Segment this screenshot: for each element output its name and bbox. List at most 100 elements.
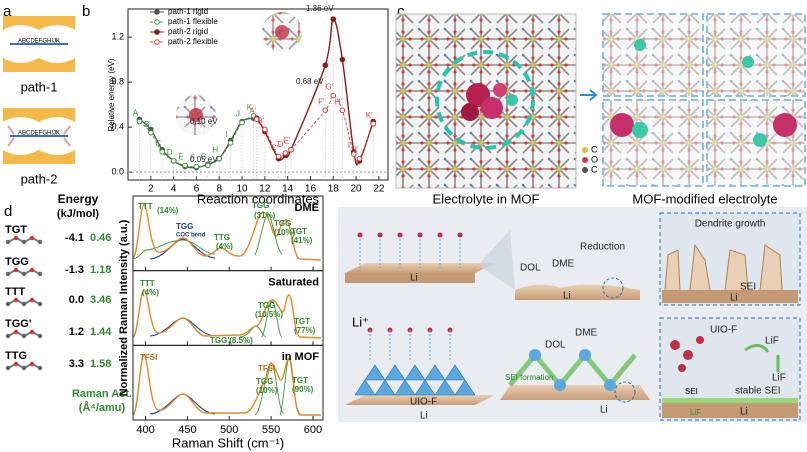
label: Li bbox=[600, 405, 608, 416]
label: LiF bbox=[772, 373, 786, 384]
conformer-name: TGG bbox=[5, 256, 29, 268]
molecule bbox=[5, 267, 43, 277]
point-label: F' bbox=[318, 97, 325, 106]
atom bbox=[5, 239, 11, 245]
data-point bbox=[227, 140, 234, 146]
label: stable SEI bbox=[735, 386, 781, 397]
mof-render bbox=[395, 13, 806, 189]
energy-value: 1.2 bbox=[69, 326, 84, 338]
legend-label: C bbox=[591, 164, 598, 174]
point-label: A' bbox=[249, 106, 256, 115]
atom bbox=[29, 297, 35, 303]
panel-label: d bbox=[4, 203, 12, 220]
label: Li⁺ bbox=[352, 314, 369, 329]
label: Li bbox=[740, 407, 748, 418]
point-label: J bbox=[236, 110, 240, 119]
raman-value: 3.46 bbox=[90, 294, 111, 306]
label: Li bbox=[730, 293, 738, 304]
label: SEI bbox=[685, 387, 698, 396]
plot-frame bbox=[132, 344, 324, 421]
point-label: A bbox=[133, 109, 139, 118]
annotation: (90%) bbox=[292, 385, 314, 394]
legend-label: path-1 flexible bbox=[168, 17, 218, 26]
x-tick-label: 4 bbox=[171, 184, 177, 195]
data-point bbox=[330, 16, 337, 22]
atom bbox=[5, 333, 11, 339]
data-point bbox=[370, 120, 376, 127]
data-point bbox=[254, 116, 260, 123]
plot-frame bbox=[127, 8, 389, 181]
data-point bbox=[262, 126, 268, 133]
schematic bbox=[338, 207, 807, 422]
energy-value: 0.0 bbox=[69, 294, 84, 306]
panel-title: in MOF bbox=[282, 351, 320, 363]
energy-value: -4.1 bbox=[65, 232, 84, 244]
label: SEI formation bbox=[505, 373, 553, 382]
label: LiF bbox=[690, 408, 701, 417]
table-header: (Å⁴/amu) bbox=[79, 401, 126, 414]
legend-marker bbox=[154, 9, 160, 15]
x-tick-label: 2 bbox=[148, 184, 154, 195]
raman-value: 0.46 bbox=[90, 232, 111, 244]
atom bbox=[5, 365, 11, 371]
annotation: TGT bbox=[294, 317, 310, 326]
data-point bbox=[275, 153, 282, 160]
atom bbox=[13, 267, 19, 273]
x-tick-label: 550 bbox=[262, 424, 280, 436]
atom bbox=[21, 271, 27, 277]
atom bbox=[13, 297, 19, 303]
atom bbox=[5, 271, 11, 277]
atom bbox=[29, 329, 35, 335]
panel-title: DME bbox=[295, 202, 319, 214]
data-point bbox=[356, 155, 363, 162]
energy-value: -1.3 bbox=[65, 264, 84, 276]
atom bbox=[37, 333, 43, 339]
x-tick-label: 500 bbox=[220, 424, 238, 436]
path-label: path-2 bbox=[21, 171, 58, 186]
legend-label: path-2 flexible bbox=[168, 37, 218, 46]
atom bbox=[37, 365, 43, 371]
point-label: K bbox=[247, 103, 253, 112]
raman-spectra bbox=[132, 204, 322, 416]
label: Li bbox=[410, 273, 418, 284]
annotation: (77%) bbox=[294, 326, 316, 335]
atom bbox=[29, 361, 35, 367]
y-tick-label: 0.0 bbox=[111, 167, 124, 177]
atom bbox=[5, 301, 11, 307]
point-label: H' bbox=[335, 97, 343, 106]
x-tick-label: 600 bbox=[304, 424, 322, 436]
strip-label: ABCDEFGHIJK bbox=[18, 39, 60, 45]
molecule bbox=[5, 361, 43, 371]
annotation: 0.05 eV bbox=[190, 155, 218, 164]
x-tick-label: 8 bbox=[216, 184, 222, 195]
x-tick-label: 10 bbox=[236, 184, 248, 195]
data-point bbox=[205, 162, 211, 169]
atom bbox=[29, 235, 35, 241]
annotation: (14%) bbox=[157, 206, 179, 215]
annotation: TFSI bbox=[258, 364, 275, 373]
atom bbox=[21, 301, 27, 307]
energy-value: 3.3 bbox=[69, 358, 84, 370]
annotation: TFSI bbox=[140, 353, 157, 362]
panel-title: Saturated bbox=[268, 277, 319, 289]
point-label: G bbox=[201, 152, 207, 161]
molecule bbox=[5, 297, 43, 307]
label: SEI bbox=[740, 282, 756, 293]
data-point bbox=[282, 150, 289, 156]
legend-label: path-2 rigid bbox=[168, 27, 208, 36]
point-label: C' bbox=[271, 143, 279, 152]
annotation: TGT bbox=[291, 227, 307, 236]
data-point bbox=[339, 107, 346, 114]
label: Dendrite growth bbox=[695, 219, 766, 230]
point-label: B bbox=[144, 120, 149, 129]
point-label: H bbox=[212, 146, 218, 155]
annotation: TGG bbox=[274, 219, 291, 228]
data-point bbox=[170, 158, 177, 164]
label: Li bbox=[420, 411, 428, 422]
conformer-name: TGT bbox=[5, 224, 27, 236]
panel-label: a bbox=[3, 3, 12, 20]
table-header: (kJ/mol) bbox=[57, 208, 100, 220]
point-label: G' bbox=[325, 83, 333, 92]
legend-marker bbox=[154, 19, 160, 25]
conformer-name: TGG' bbox=[5, 318, 32, 330]
